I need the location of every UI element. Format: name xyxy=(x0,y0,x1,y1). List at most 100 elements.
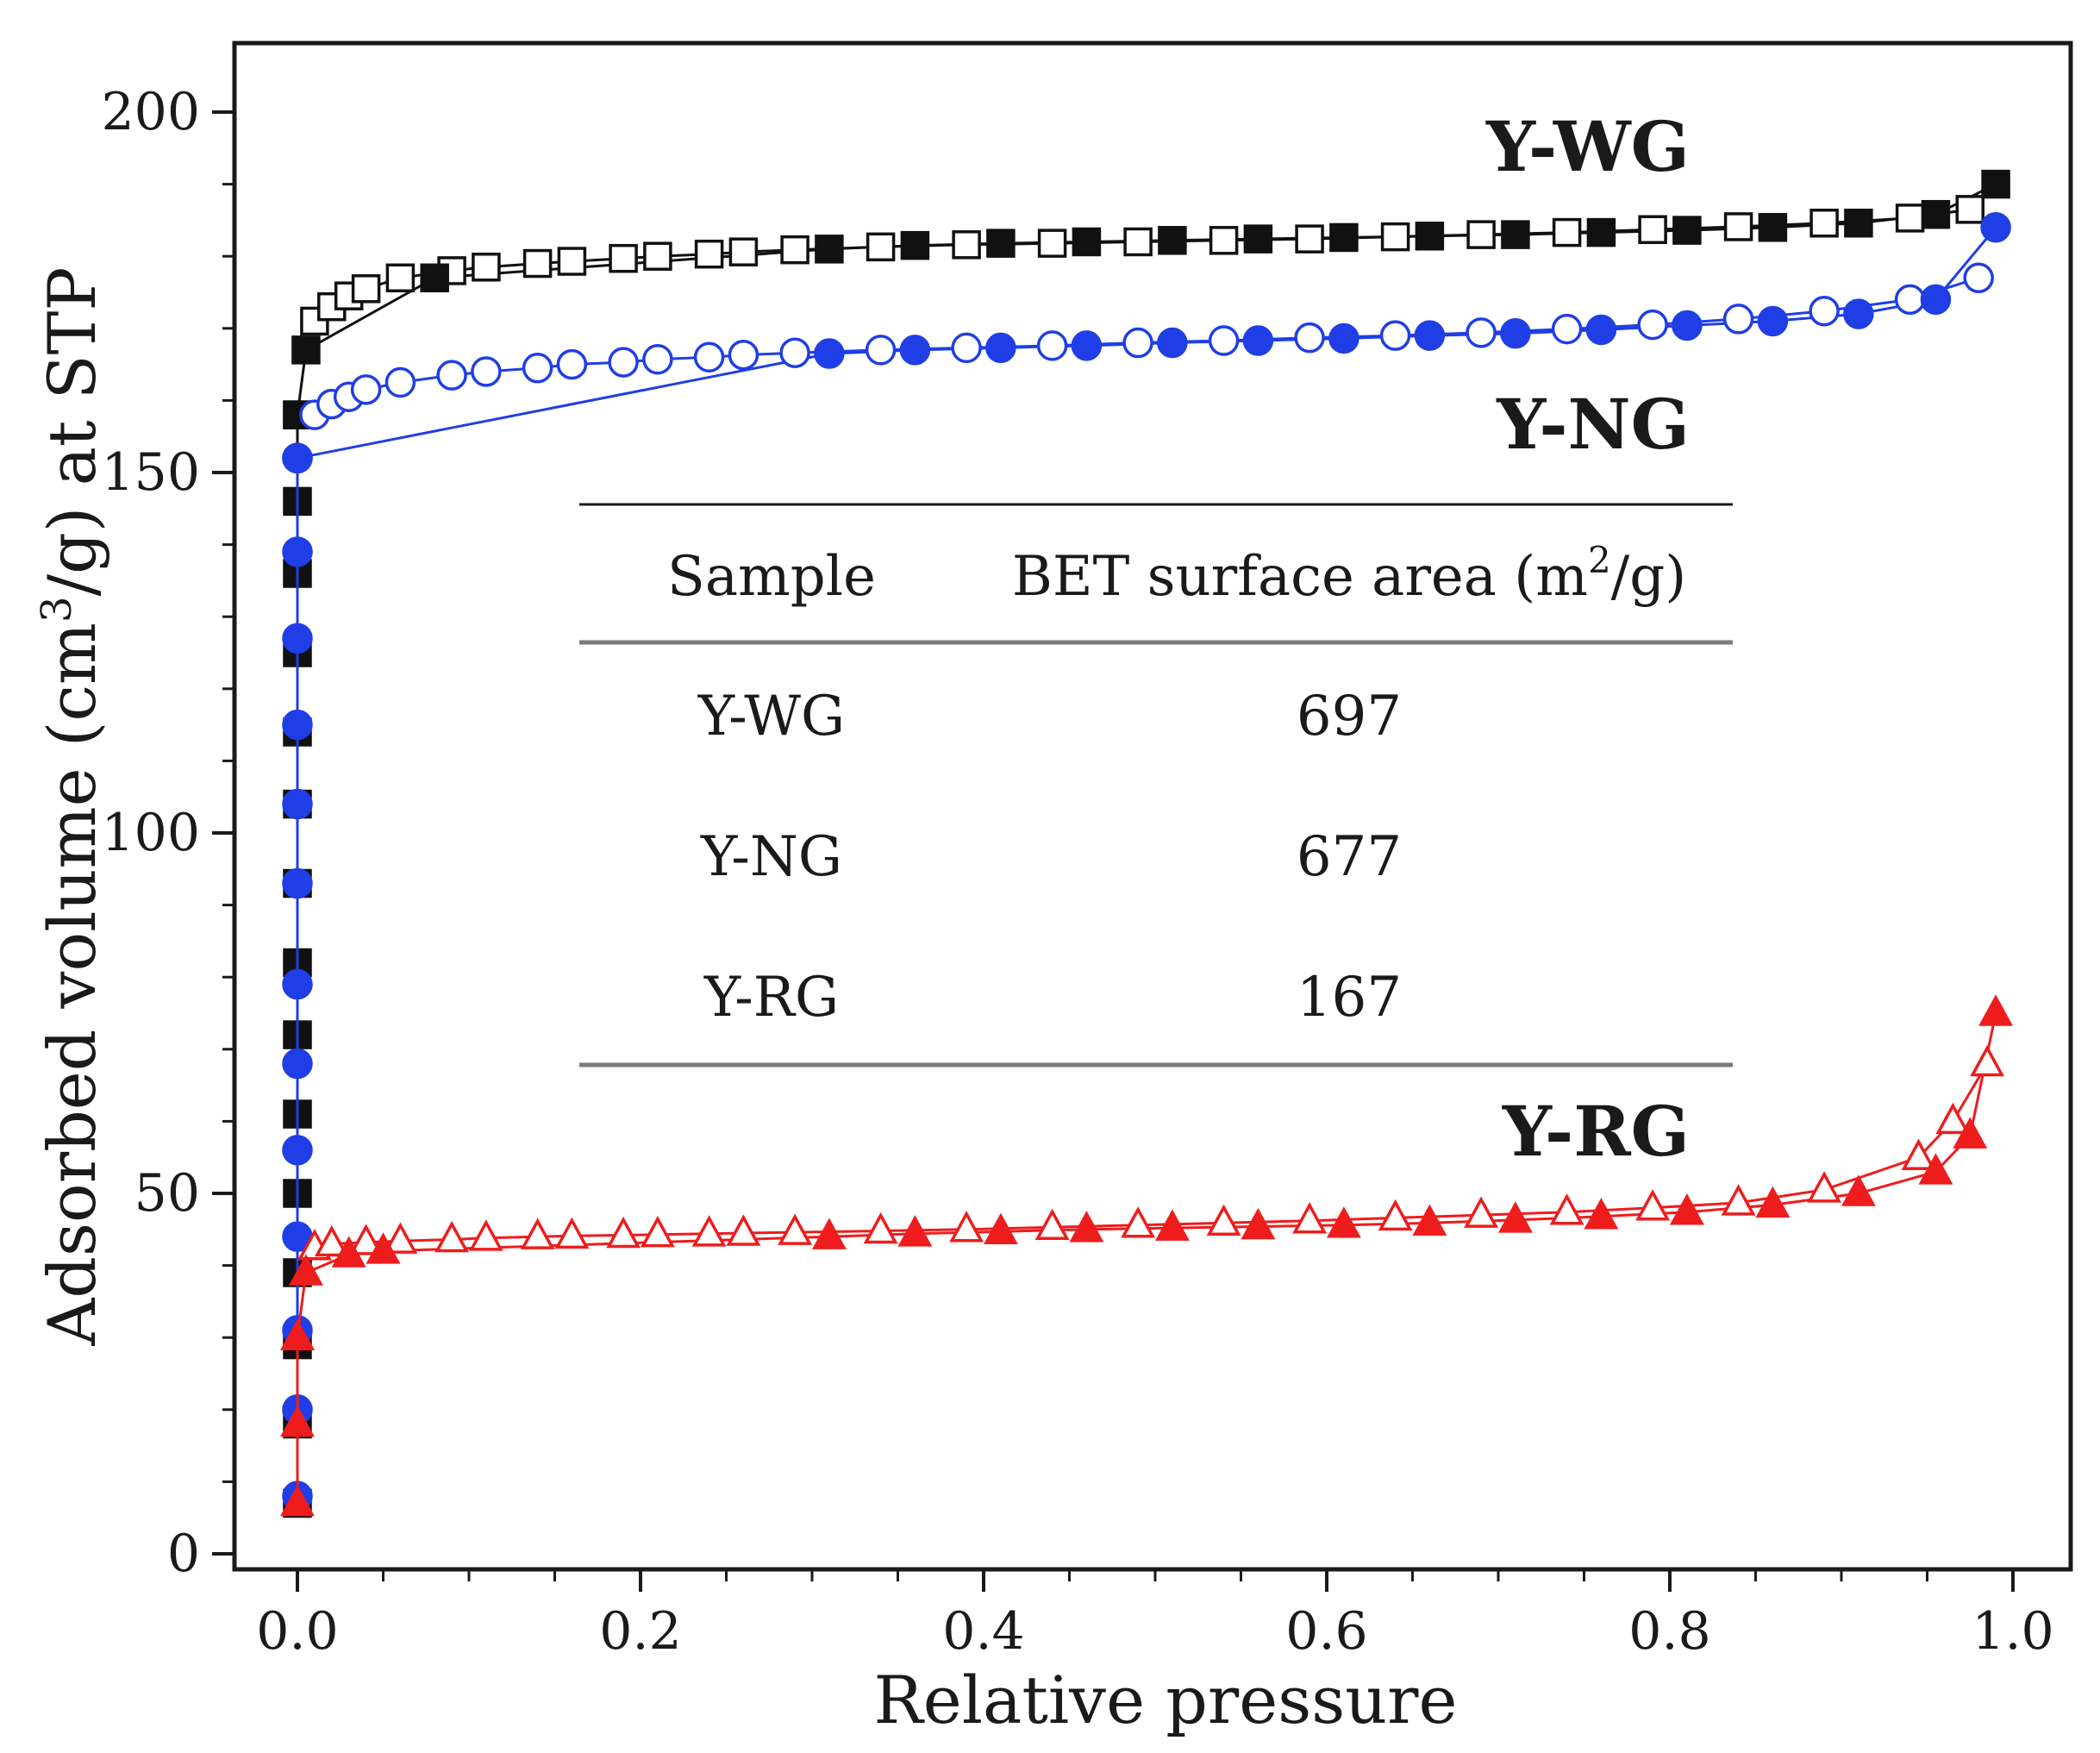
data-point-y-wg-desorption xyxy=(609,243,638,273)
data-point-y-ng-adsorption xyxy=(1757,305,1789,337)
y-tick-label: 150 xyxy=(101,442,200,503)
data-point-y-rg-adsorption xyxy=(280,1484,315,1517)
data-point-y-ng-desorption xyxy=(1637,309,1668,341)
data-point-y-ng-adsorption xyxy=(899,335,931,366)
data-point-y-ng-desorption xyxy=(728,339,759,371)
y-axis: 0 50 100 150 200 xyxy=(101,82,234,1584)
series-y-rg xyxy=(280,994,2014,1517)
data-point-y-rg-desorption xyxy=(1935,1102,1971,1135)
data-point-y-ng-adsorption xyxy=(1157,327,1188,359)
data-point-y-ng-adsorption xyxy=(985,332,1016,364)
x-tick-label: 0.6 xyxy=(1285,1601,1367,1662)
data-point-y-wg-desorption xyxy=(1723,212,1753,241)
data-point-y-rg-desorption xyxy=(1807,1171,1842,1203)
y-axis-title: Adsorbed volume (cm3/g) at STP xyxy=(33,266,110,1346)
data-point-y-ng-desorption xyxy=(471,356,502,387)
y-tick-label: 200 xyxy=(101,82,200,142)
data-point-y-wg-desorption xyxy=(1809,208,1839,238)
x-axis: 0.0 0.2 0.4 0.6 0.8 1.0 xyxy=(256,1569,2054,1662)
data-point-y-ng-adsorption xyxy=(1585,314,1617,346)
data-point-y-rg-adsorption xyxy=(366,1232,401,1264)
data-point-y-rg-adsorption xyxy=(280,1405,315,1437)
data-point-y-rg-desorption xyxy=(1549,1193,1584,1225)
data-point-y-rg-adsorption xyxy=(1154,1209,1190,1241)
data-point-y-rg-desorption xyxy=(863,1211,898,1244)
data-point-y-ng-desorption xyxy=(1294,322,1325,354)
data-point-y-ng-adsorption xyxy=(1500,317,1531,349)
data-point-y-ng-adsorption xyxy=(282,1135,313,1166)
data-point-y-ng-desorption xyxy=(1466,317,1497,348)
data-point-y-ng-adsorption xyxy=(282,442,313,474)
data-point-y-rg-adsorption xyxy=(331,1236,366,1268)
data-point-y-wg-desorption xyxy=(1552,217,1582,247)
data-point-y-wg-adsorption xyxy=(1586,217,1616,247)
series-layer xyxy=(280,169,2014,1518)
data-point-y-ng-desorption xyxy=(642,343,673,375)
data-point-y-rg-desorption xyxy=(606,1216,641,1249)
x-axis-title: Relative pressure xyxy=(874,1662,1458,1738)
data-point-y-ng-desorption xyxy=(1122,327,1153,359)
data-point-y-ng-adsorption xyxy=(282,867,313,899)
data-point-y-wg-desorption xyxy=(472,252,501,282)
series-label-y-wg: Y-WG xyxy=(1485,106,1690,187)
data-point-y-wg-desorption xyxy=(780,235,809,265)
data-point-y-wg-adsorption xyxy=(291,335,321,365)
series-line-y-ng-adsorption xyxy=(296,226,1997,1497)
series-label-y-ng: Y-NG xyxy=(1496,384,1690,465)
data-point-y-rg-adsorption xyxy=(1584,1198,1619,1230)
data-point-y-rg-desorption xyxy=(1901,1138,1936,1170)
table-row-value: 677 xyxy=(1297,825,1402,889)
data-point-y-wg-desorption xyxy=(557,247,587,276)
data-point-y-ng-desorption xyxy=(1208,325,1240,356)
data-point-y-wg-desorption xyxy=(1466,220,1496,249)
data-point-y-wg-desorption xyxy=(643,241,672,271)
data-point-y-ng-adsorption xyxy=(282,709,313,741)
data-point-y-wg-adsorption xyxy=(1981,169,2010,199)
data-point-y-rg-adsorption xyxy=(280,1318,315,1350)
data-point-y-ng-adsorption xyxy=(282,1048,313,1080)
data-point-y-rg-desorption xyxy=(1970,1044,2005,1077)
data-point-y-rg-adsorption xyxy=(1978,994,2014,1026)
data-point-y-wg-desorption xyxy=(952,230,981,260)
data-point-y-rg-desorption xyxy=(348,1224,384,1255)
table-header-bet: BET surface area (m2/g) xyxy=(1012,539,1686,609)
data-point-y-wg-desorption xyxy=(1955,195,1984,224)
data-point-y-ng-adsorption xyxy=(1071,330,1103,361)
data-point-y-ng-adsorption xyxy=(814,338,845,369)
y-tick-label: 0 xyxy=(167,1524,200,1584)
data-point-y-rg-desorption xyxy=(1121,1206,1156,1238)
data-point-y-rg-desorption xyxy=(434,1220,470,1253)
data-point-y-wg-desorption xyxy=(1209,226,1239,255)
bet-table: Sample BET surface area (m2/g) Y-WG 697 … xyxy=(579,503,1733,1067)
table-row-sample: Y-NG xyxy=(700,825,842,889)
data-point-y-ng-adsorption xyxy=(1920,284,1952,316)
data-point-y-wg-desorption xyxy=(866,232,896,262)
data-point-y-ng-desorption xyxy=(384,366,416,398)
data-point-y-rg-adsorption xyxy=(1326,1206,1361,1238)
data-point-y-ng-adsorption xyxy=(1242,325,1274,356)
data-point-y-ng-adsorption xyxy=(282,536,313,567)
table-row-value: 167 xyxy=(1297,966,1402,1030)
data-point-y-wg-desorption xyxy=(1638,215,1667,245)
series-label-y-rg: Y-RG xyxy=(1502,1091,1690,1172)
data-point-y-wg-adsorption xyxy=(420,263,449,293)
data-point-y-ng-adsorption xyxy=(1414,320,1446,351)
data-point-y-rg-desorption xyxy=(1635,1189,1671,1221)
data-point-y-ng-desorption xyxy=(1551,313,1583,345)
data-point-y-wg-adsorption xyxy=(1672,216,1702,245)
data-point-y-ng-desorption xyxy=(1379,320,1411,351)
data-point-y-wg-adsorption xyxy=(1415,222,1445,251)
table-row-value: 697 xyxy=(1297,685,1402,748)
table-row-sample: Y-RG xyxy=(703,966,839,1030)
data-point-y-wg-desorption xyxy=(385,263,416,293)
data-point-y-wg-desorption xyxy=(1895,203,1925,233)
x-tick-label: 0.2 xyxy=(599,1601,681,1662)
data-point-y-wg-adsorption xyxy=(1844,208,1873,238)
data-point-y-rg-desorption xyxy=(1464,1196,1499,1228)
x-tick-label: 1.0 xyxy=(1972,1601,2053,1662)
data-point-y-ng-desorption xyxy=(1722,304,1754,335)
data-point-y-rg-desorption xyxy=(691,1215,727,1247)
data-point-y-rg-desorption xyxy=(726,1214,761,1246)
series-line-y-rg-desorption xyxy=(314,1062,1989,1249)
